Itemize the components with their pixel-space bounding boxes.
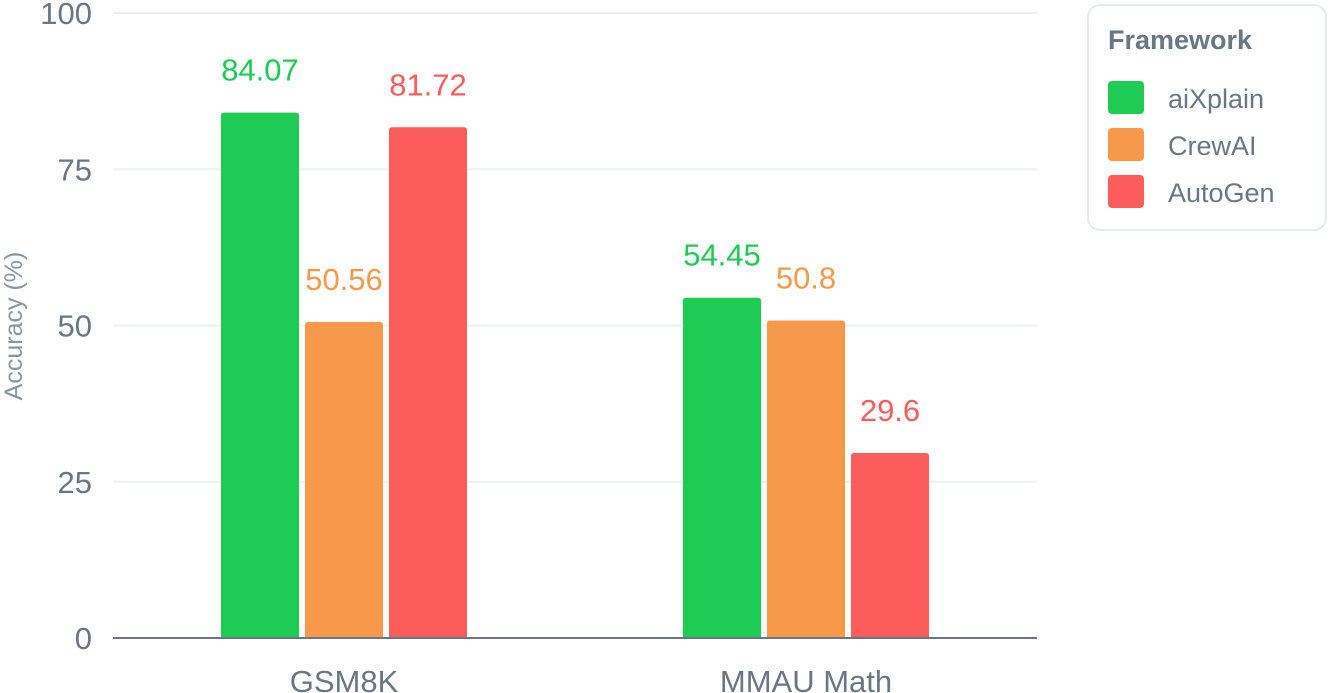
data-label: 81.72 [389,67,467,102]
x-tick-label: GSM8K [290,664,399,693]
legend-label: CrewAI [1168,131,1257,161]
data-label: 84.07 [221,53,299,88]
y-axis-title: Accuracy (%) [0,252,28,401]
bar [683,297,761,638]
legend-box [1087,4,1327,231]
bars [221,112,929,638]
legend-label: aiXplain [1168,84,1264,114]
x-tick-label: MMAU Math [720,664,892,693]
legend-label: AutoGen [1168,178,1275,208]
y-tick-label: 50 [58,309,92,344]
legend-items: aiXplain CrewAI AutoGen [1108,81,1275,208]
data-label: 29.6 [860,393,920,428]
bar [851,453,929,638]
data-labels: 84.07 50.56 81.72 54.45 50.8 29.6 [221,53,920,428]
legend: Framework aiXplain CrewAI AutoGen [1087,4,1327,231]
data-label: 50.56 [305,262,383,297]
legend-swatch [1108,81,1144,114]
legend-title: Framework [1108,25,1253,55]
bar [389,127,467,638]
y-tick-label: 25 [58,465,92,500]
data-label: 50.8 [776,261,836,296]
y-tick-label: 0 [75,621,92,656]
bar [767,320,845,638]
bar [221,112,299,638]
x-axis-ticks: GSM8K MMAU Math [290,664,892,693]
y-axis-ticks: 0 25 50 75 100 [40,0,92,656]
legend-swatch [1108,175,1144,208]
bar [305,322,383,638]
legend-swatch [1108,128,1144,161]
data-label: 54.45 [683,238,761,273]
y-tick-label: 100 [40,0,92,31]
y-tick-label: 75 [58,152,92,187]
